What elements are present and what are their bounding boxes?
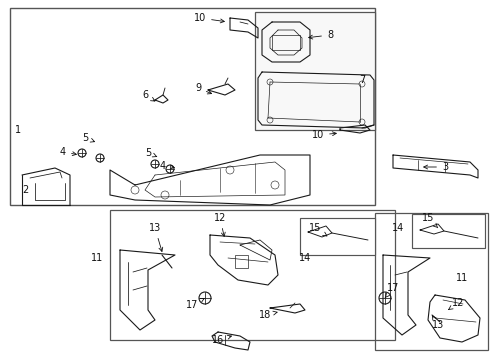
Text: 4: 4: [60, 147, 76, 157]
Text: 18: 18: [259, 310, 277, 320]
Bar: [375, 213, 488, 350]
Text: 10: 10: [312, 130, 336, 140]
Text: 17: 17: [186, 298, 204, 310]
Text: 16: 16: [212, 335, 231, 345]
Text: 11: 11: [456, 273, 468, 283]
Text: 5: 5: [82, 133, 95, 143]
Text: 9: 9: [195, 83, 212, 94]
Text: 15: 15: [422, 213, 438, 228]
Text: 3: 3: [424, 162, 448, 172]
Text: 1: 1: [15, 125, 21, 135]
Text: 12: 12: [214, 213, 226, 237]
Bar: [255, 12, 375, 130]
Bar: [235, 255, 248, 268]
Text: 6: 6: [142, 90, 155, 101]
Bar: [10, 8, 375, 205]
Text: 14: 14: [299, 253, 311, 263]
Bar: [110, 210, 395, 340]
Bar: [412, 214, 485, 248]
Text: 8: 8: [309, 30, 333, 40]
Text: 2: 2: [22, 185, 28, 195]
Text: 7: 7: [359, 75, 365, 85]
Text: 17: 17: [385, 283, 399, 298]
Text: 13: 13: [149, 223, 163, 251]
Text: 5: 5: [145, 148, 157, 158]
Text: 15: 15: [309, 223, 327, 236]
Bar: [272, 35, 300, 50]
Text: 4: 4: [160, 161, 174, 171]
Bar: [300, 218, 375, 255]
Text: 11: 11: [91, 253, 103, 263]
Text: 12: 12: [449, 298, 464, 310]
Text: 13: 13: [432, 316, 444, 330]
Text: 10: 10: [194, 13, 224, 23]
Text: 14: 14: [392, 223, 404, 233]
